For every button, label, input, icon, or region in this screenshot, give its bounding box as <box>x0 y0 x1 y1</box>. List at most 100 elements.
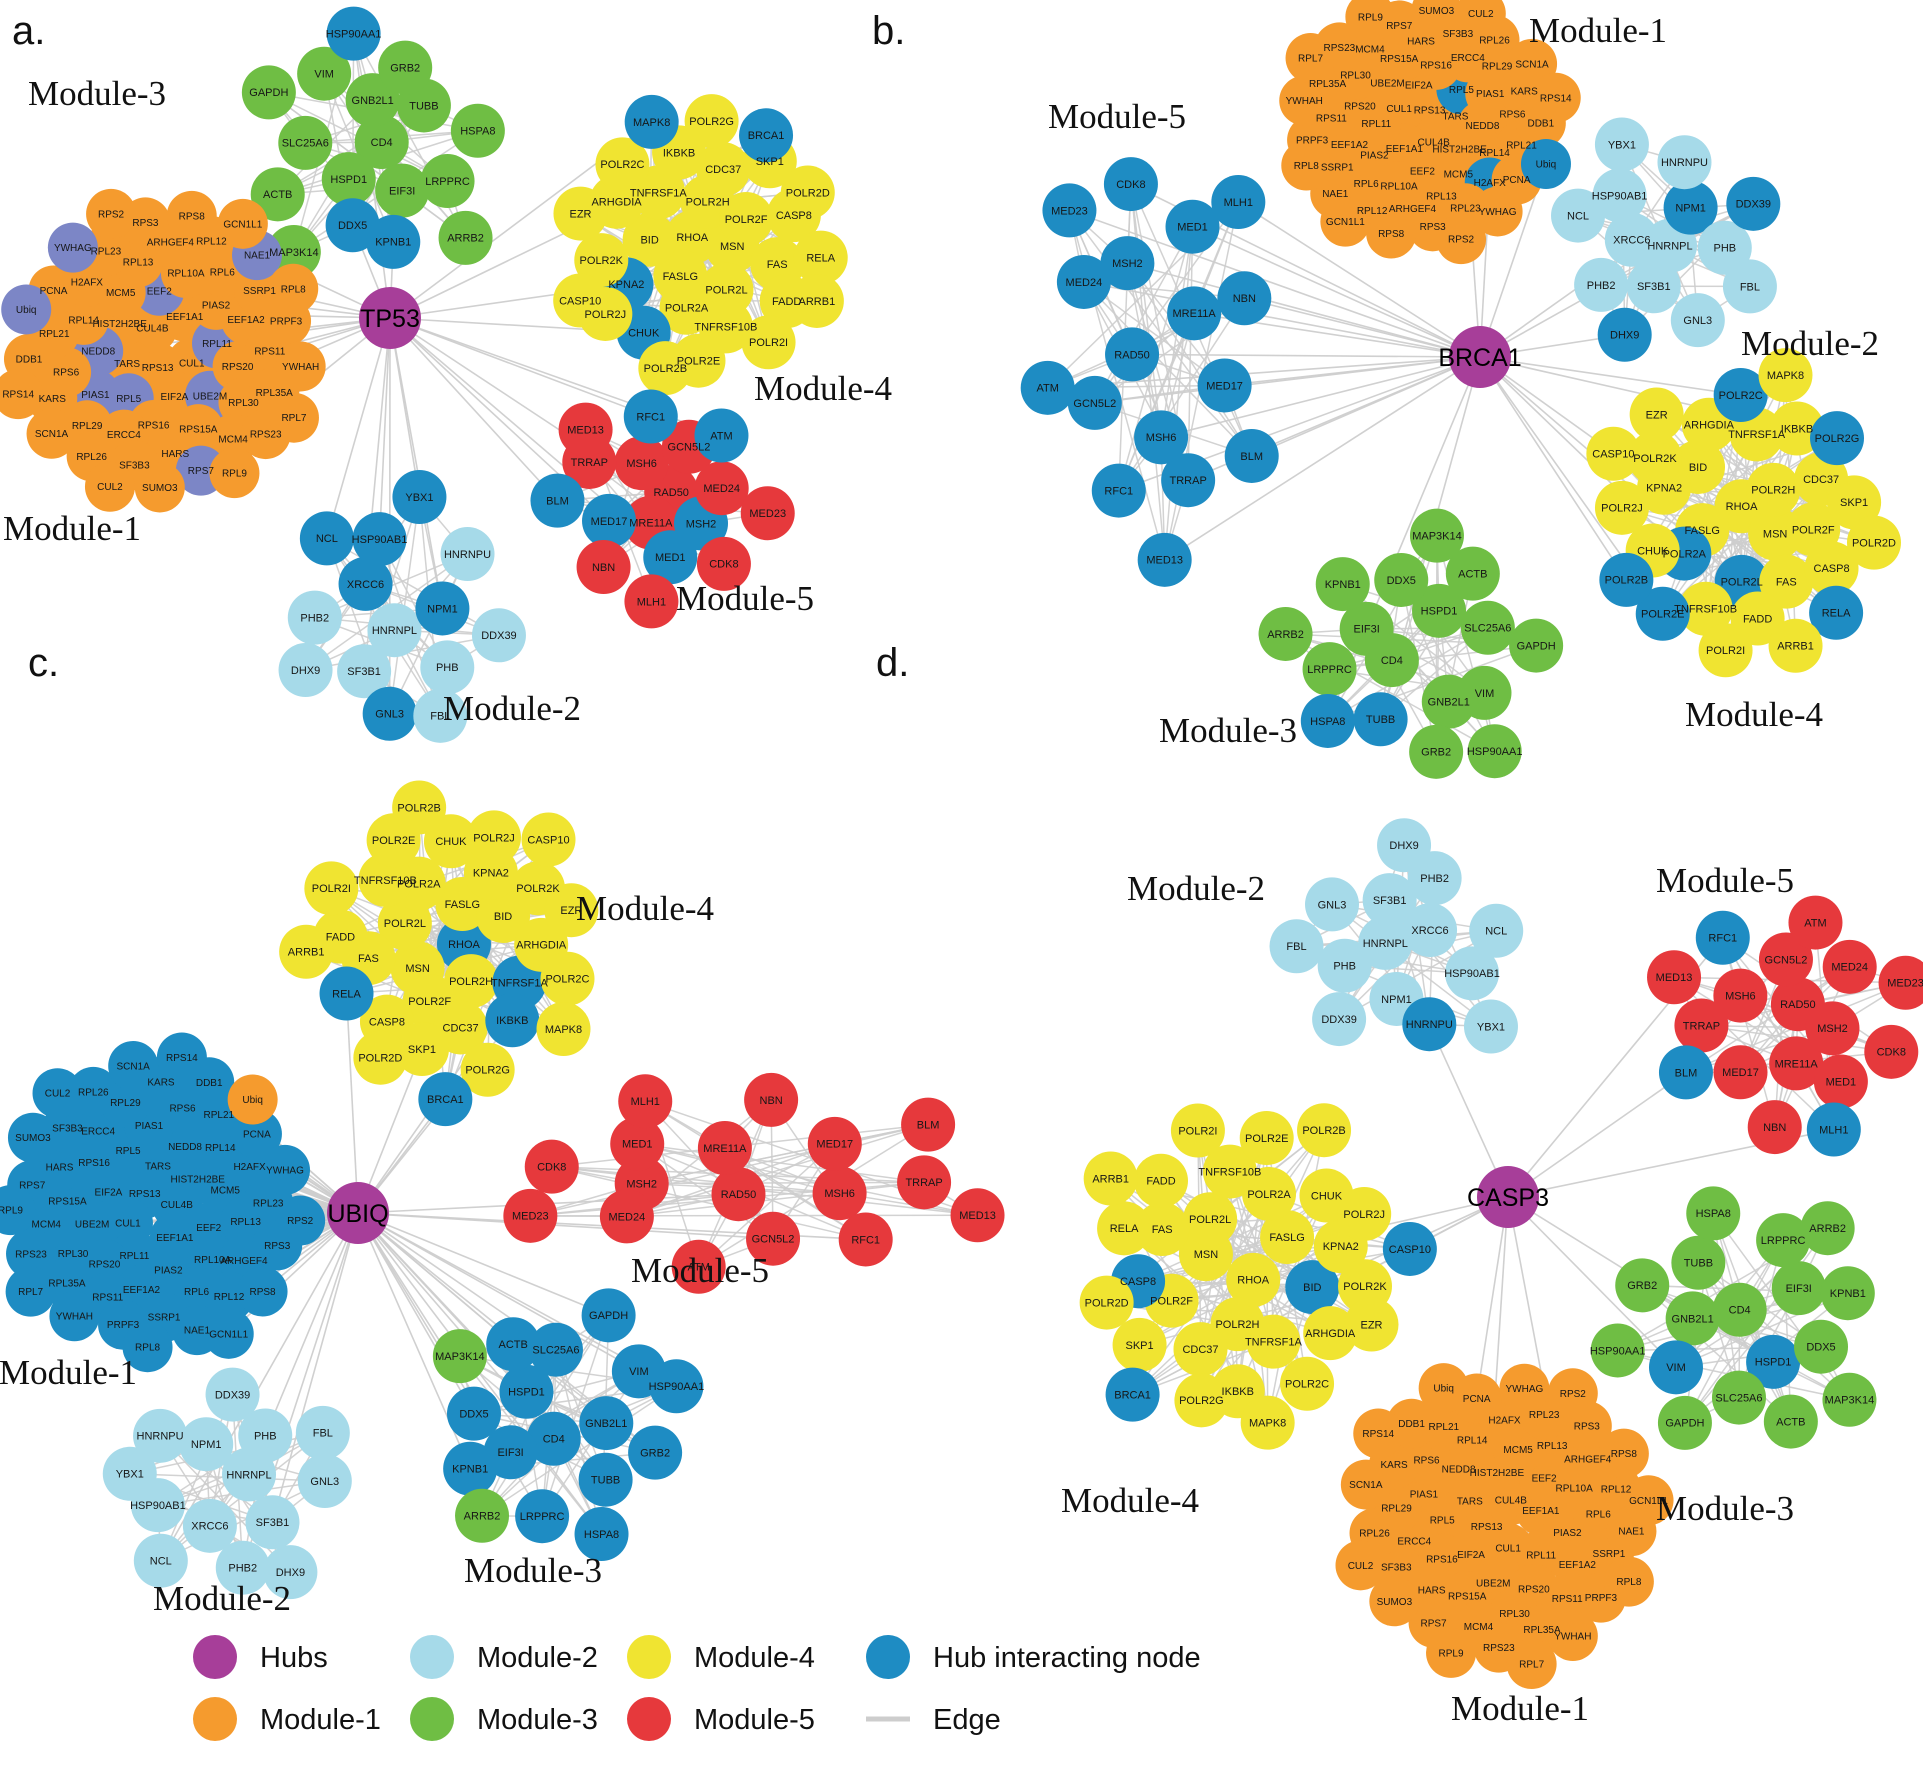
node-BRCA1[interactable] <box>418 1072 473 1127</box>
node-MLH1[interactable] <box>1211 175 1266 230</box>
hub-node-TP53[interactable] <box>359 287 421 349</box>
node-MED17[interactable] <box>807 1116 862 1171</box>
node-RPL26[interactable] <box>68 1066 119 1117</box>
node-HSPD1[interactable] <box>1746 1334 1801 1389</box>
node-MRE11A[interactable] <box>1167 286 1222 341</box>
node-DHX9[interactable] <box>278 643 333 698</box>
node-TRRAP[interactable] <box>1674 998 1729 1053</box>
node-ARRB1[interactable] <box>1083 1151 1138 1206</box>
node-POLR2K[interactable] <box>574 233 629 288</box>
node-HNRNPU[interactable] <box>133 1408 188 1463</box>
node-GRB2[interactable] <box>1615 1258 1670 1313</box>
node-GCN1L1[interactable] <box>217 198 268 249</box>
node-GCN1L1[interactable] <box>1320 196 1371 247</box>
node-Ubiq[interactable] <box>227 1074 278 1125</box>
node-SLC25A6[interactable] <box>278 115 333 170</box>
node-SKP1[interactable] <box>1827 475 1882 530</box>
node-CASP10[interactable] <box>1586 426 1641 481</box>
node-YBX1[interactable] <box>102 1446 157 1501</box>
node-XRCC6[interactable] <box>338 556 393 611</box>
node-FAS[interactable] <box>1135 1202 1190 1257</box>
node-YWHAH[interactable] <box>49 1291 100 1342</box>
node-RFC1[interactable] <box>1091 463 1146 518</box>
node-GAPDH[interactable] <box>1657 1395 1712 1450</box>
node-YWHAG[interactable] <box>259 1144 310 1195</box>
node-RPL7[interactable] <box>1506 1639 1557 1690</box>
node-EZR[interactable] <box>553 186 608 241</box>
node-MED13[interactable] <box>558 402 613 457</box>
node-NPM1[interactable] <box>179 1417 234 1472</box>
node-BID[interactable] <box>622 212 677 267</box>
node-NPM1[interactable] <box>415 581 470 636</box>
node-POLR2G[interactable] <box>460 1042 515 1097</box>
node-RPL8[interactable] <box>1603 1556 1654 1607</box>
node-RFC1[interactable] <box>623 389 678 444</box>
node-ARRB2[interactable] <box>455 1488 510 1543</box>
node-RPS23[interactable] <box>6 1228 57 1279</box>
node-ARRB1[interactable] <box>279 924 334 979</box>
node-TRRAP[interactable] <box>897 1155 952 1210</box>
node-GAPDH[interactable] <box>1509 618 1564 673</box>
node-GAPDH[interactable] <box>241 65 296 120</box>
node-GCN1L1[interactable] <box>203 1308 254 1359</box>
node-YBX1[interactable] <box>392 469 447 524</box>
node-NCL[interactable] <box>1469 903 1524 958</box>
node-Ubiq[interactable] <box>1418 1363 1469 1414</box>
node-DDX39[interactable] <box>1312 992 1367 1047</box>
node-BLM[interactable] <box>530 473 585 528</box>
node-POLR2K[interactable] <box>1627 430 1682 485</box>
node-MED1[interactable] <box>643 530 698 585</box>
node-RPS8[interactable] <box>237 1266 288 1317</box>
node-ARRB2[interactable] <box>1800 1201 1855 1256</box>
node-SUMO3[interactable] <box>7 1112 58 1163</box>
node-IKBKB[interactable] <box>485 993 540 1048</box>
node-POLR2C[interactable] <box>595 137 650 192</box>
node-RELA[interactable] <box>793 230 848 285</box>
node-CD4[interactable] <box>1712 1282 1767 1337</box>
node-Ubiq[interactable] <box>1520 138 1571 189</box>
node-MSH6[interactable] <box>1134 410 1189 465</box>
node-TNFRSF10B[interactable] <box>1202 1144 1257 1199</box>
node-MED13[interactable] <box>1137 532 1192 587</box>
node-CUL2[interactable] <box>1335 1540 1386 1591</box>
node-FBL[interactable] <box>1722 259 1777 314</box>
node-FAS[interactable] <box>1759 554 1814 609</box>
node-GAPDH[interactable] <box>581 1288 636 1343</box>
node-HSPA8[interactable] <box>450 103 505 158</box>
node-DDX39[interactable] <box>1726 176 1781 231</box>
node-ARRB1[interactable] <box>1768 618 1823 673</box>
node-GCN5L2[interactable] <box>746 1211 801 1266</box>
node-MSH2[interactable] <box>1805 1001 1860 1056</box>
node-CHUK[interactable] <box>423 814 478 869</box>
node-POLR2G[interactable] <box>1810 411 1865 466</box>
node-MED24[interactable] <box>599 1189 654 1244</box>
node-POLR2D[interactable] <box>1846 515 1901 570</box>
hub-node-UBIQ[interactable] <box>327 1182 389 1244</box>
node-POLR2J[interactable] <box>467 810 522 865</box>
node-EIF3I[interactable] <box>375 163 430 218</box>
node-RPL9[interactable] <box>209 448 260 499</box>
node-SKP1[interactable] <box>394 1021 449 1076</box>
node-ATM[interactable] <box>671 1239 726 1294</box>
node-NBN[interactable] <box>1217 271 1272 326</box>
node-MED13[interactable] <box>1647 950 1702 1005</box>
node-CDC37[interactable] <box>1173 1322 1228 1377</box>
node-HNRNPL[interactable] <box>367 603 422 658</box>
node-MED24[interactable] <box>1056 254 1111 309</box>
node-MED23[interactable] <box>1878 955 1923 1010</box>
node-MSH6[interactable] <box>812 1166 867 1221</box>
node-VIM[interactable] <box>1648 1340 1703 1395</box>
node-POLR2C[interactable] <box>1713 368 1768 423</box>
node-TNFRSF10B[interactable] <box>1678 581 1733 636</box>
node-YWHAG[interactable] <box>1499 1363 1550 1414</box>
node-MAPK8[interactable] <box>536 1002 591 1057</box>
node-BID[interactable] <box>1285 1260 1340 1315</box>
node-RAD50[interactable] <box>711 1167 766 1222</box>
node-MSH2[interactable] <box>1100 236 1155 291</box>
node-VIM[interactable] <box>1457 665 1512 720</box>
node-DDX39[interactable] <box>205 1367 260 1422</box>
node-CDK8[interactable] <box>1103 157 1158 212</box>
node-HSPD1[interactable] <box>321 152 376 207</box>
node-MAP3K14[interactable] <box>1409 508 1464 563</box>
node-HSP90AA1[interactable] <box>326 6 381 61</box>
